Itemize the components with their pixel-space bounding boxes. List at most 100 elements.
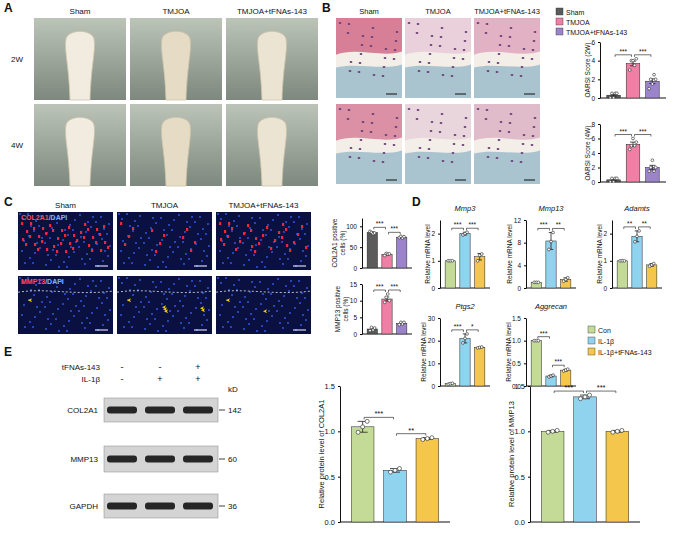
cell: [499, 44, 502, 46]
y-tick-mark: [528, 522, 530, 523]
nucleus: [47, 318, 49, 320]
col2a1-signal: [301, 225, 303, 228]
nucleus: [78, 310, 80, 312]
data-point: [551, 429, 555, 433]
nucleus: [234, 242, 236, 244]
nucleus: [172, 251, 174, 253]
nucleus: [236, 225, 238, 227]
data-point: [653, 73, 656, 76]
nucleus: [182, 241, 184, 243]
nucleus: [189, 226, 191, 228]
bone-layer: [474, 150, 540, 184]
col2a1-signal: [72, 247, 74, 250]
y-tick: 1.0: [325, 427, 340, 436]
y-axis: 051015: [350, 281, 363, 338]
y-tick: 0: [517, 285, 526, 292]
photo-background: [34, 18, 126, 100]
fluorescence-image: [117, 212, 212, 270]
condyle: [162, 117, 191, 186]
cell: [349, 156, 352, 158]
nucleus: [281, 305, 283, 307]
chart: 051015MMP13 positivecells (%)******: [334, 281, 412, 338]
legend-swatch: [588, 326, 595, 333]
histology-image: [336, 18, 402, 98]
y-axis: 012: [431, 221, 440, 292]
nucleus: [260, 303, 262, 305]
cell: [464, 40, 467, 42]
col2a1-signal: [99, 233, 101, 236]
nucleus: [140, 237, 142, 239]
photo: [130, 104, 222, 186]
nucleus: [39, 247, 41, 249]
y-tick-mark: [524, 220, 526, 221]
cell: [497, 148, 500, 150]
y-tick: 4: [591, 57, 600, 64]
cell: [439, 131, 442, 133]
nucleus: [107, 319, 109, 321]
nucleus: [154, 318, 156, 320]
cell: [440, 36, 443, 38]
cell: [428, 62, 431, 64]
col2a1-signal: [41, 240, 43, 243]
cell: [418, 156, 421, 158]
cell: [509, 36, 512, 38]
cell: [372, 27, 375, 29]
nucleus: [165, 330, 167, 332]
col2a1-signal: [76, 239, 78, 242]
nucleus: [109, 309, 111, 311]
significance-label: ***: [391, 283, 399, 290]
data-point: [636, 235, 639, 238]
mmp13-arrow: [162, 305, 166, 309]
column-header: TMJOA: [425, 7, 450, 16]
cell: [382, 161, 385, 163]
y-tick-mark: [598, 168, 600, 169]
nucleus: [102, 324, 104, 326]
data-point: [552, 374, 555, 377]
histology-image: [336, 104, 402, 184]
bar: [626, 144, 640, 182]
nucleus: [203, 250, 205, 252]
nucleus: [177, 246, 179, 248]
nucleus: [32, 326, 34, 328]
col2a1-signal: [132, 227, 134, 230]
nucleus: [304, 297, 306, 299]
nucleus: [69, 288, 71, 290]
nucleus: [155, 286, 157, 288]
col2a1-signal: [305, 246, 307, 249]
nucleus: [276, 310, 278, 312]
blot-band: [183, 456, 213, 463]
condyle: [162, 31, 191, 100]
data-point: [620, 428, 624, 432]
photo: [34, 104, 126, 186]
nucleus: [68, 256, 70, 258]
y-tick-label: 0: [353, 331, 357, 338]
blot-band: [183, 503, 213, 510]
nucleus: [178, 278, 180, 280]
cell: [371, 122, 374, 124]
y-tick-label: 4: [591, 150, 595, 157]
nucleus: [62, 239, 64, 241]
condyle: [66, 31, 95, 100]
significance-label: ***: [391, 225, 399, 232]
cell: [533, 40, 536, 42]
significance: ******: [374, 220, 400, 234]
nucleus: [73, 251, 75, 253]
nucleus: [197, 297, 199, 299]
nucleus: [279, 322, 281, 324]
cell: [453, 57, 456, 59]
y-tick: 1.5: [325, 382, 340, 391]
nucleus: [128, 257, 130, 259]
nucleus: [63, 261, 65, 263]
nucleus: [190, 312, 192, 314]
nucleus: [270, 229, 272, 231]
nucleus: [262, 229, 264, 231]
data-point: [615, 177, 618, 180]
nucleus: [222, 326, 224, 328]
col2a1-signal: [38, 235, 40, 238]
nucleus: [233, 220, 235, 222]
y-tick: 0.0: [515, 518, 530, 527]
significance-label: ***: [639, 128, 647, 135]
nucleus: [152, 281, 154, 283]
nucleus: [163, 293, 165, 295]
histology-image: [405, 18, 471, 98]
